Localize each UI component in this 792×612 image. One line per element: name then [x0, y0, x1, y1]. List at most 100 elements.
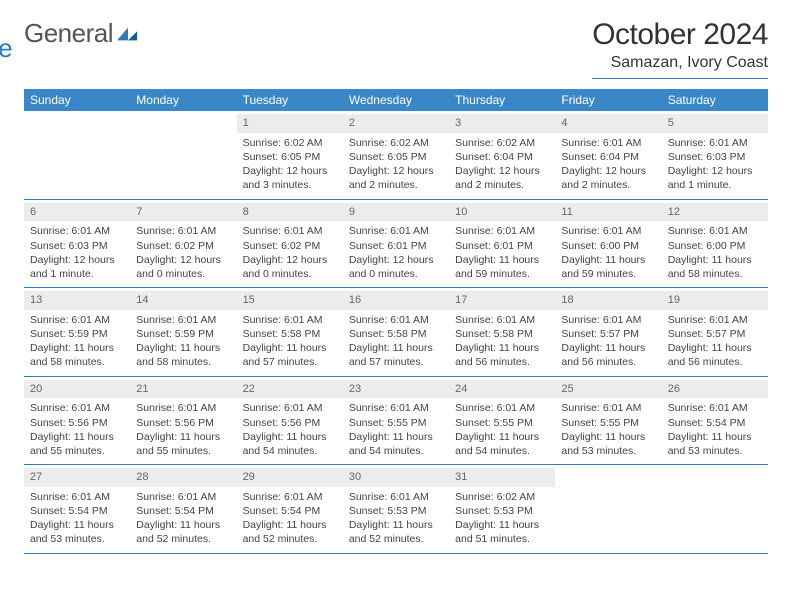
sunset-line: Sunset: 5:57 PM — [561, 327, 655, 341]
sunrise-line: Sunrise: 6:01 AM — [136, 490, 230, 504]
sunset-line: Sunset: 5:54 PM — [136, 504, 230, 518]
daylight-line: Daylight: 11 hours and 54 minutes. — [349, 430, 443, 458]
sunrise-line: Sunrise: 6:01 AM — [30, 401, 124, 415]
calendar-cell-29: 29Sunrise: 6:01 AMSunset: 5:54 PMDayligh… — [237, 465, 343, 553]
sunrise-line: Sunrise: 6:01 AM — [349, 224, 443, 238]
calendar-week: 13 Sunrise: 6:01 AM Sunset: 5:59 PM Dayligh… — [24, 288, 768, 377]
calendar-week: 6Sunrise: 6:01 AMSunset: 6:03 PMDaylight… — [24, 200, 768, 289]
sunset-line: Sunset: 5:55 PM — [455, 416, 549, 430]
sunrise-line: Sunrise: 6:01 AM — [30, 490, 124, 504]
calendar-cell-31: 31 Sunrise: 6:02 AMSunset: 5:53 PMDayligh… — [449, 465, 555, 553]
daylight-line: Daylight: 11 hours and 57 minutes. — [243, 341, 337, 369]
day-header-saturday: Saturday — [662, 89, 768, 111]
calendar-cell-14: 14Sunrise: 6:01 AMSunset: 5:59 PMDayligh… — [130, 288, 236, 376]
sunrise-line: Sunrise: 6:01 AM — [349, 490, 443, 504]
calendar-week: 20Sunrise: 6:01 AMSunset: 5:56 PMDayligh… — [24, 377, 768, 466]
page: General Blue October 2024 Samazan, Ivory… — [0, 0, 792, 572]
daylight-line: Daylight: 11 hours and 55 minutes. — [30, 430, 124, 458]
calendar-cell-empty — [662, 465, 768, 553]
day-number: 17 — [449, 291, 555, 310]
calendar: SundayMondayTuesdayWednesdayThursdayFrid… — [24, 89, 768, 554]
sunset-line: Sunset: 6:05 PM — [349, 150, 443, 164]
daylight-line: Daylight: 12 hours and 1 minute. — [30, 253, 124, 281]
sunset-line: Sunset: 5:54 PM — [243, 504, 337, 518]
calendar-cell-10: 10Sunrise: 6:01 AMSunset: 6:01 PMDayligh… — [449, 200, 555, 288]
day-number: 21 — [130, 380, 236, 399]
sunset-line: Sunset: 6:03 PM — [668, 150, 762, 164]
calendar-cell-22: 22Sunrise: 6:01 AMSunset: 5:56 PMDayligh… — [237, 377, 343, 465]
sunset-line: Sunset: 6:00 PM — [561, 239, 655, 253]
location: Samazan, Ivory Coast — [592, 54, 768, 79]
sunset-line: Sunset: 5:58 PM — [243, 327, 337, 341]
daylight-line: Daylight: 11 hours and 53 minutes. — [668, 430, 762, 458]
sunset-line: Sunset: 5:56 PM — [243, 416, 337, 430]
day-number: 27 — [24, 468, 130, 487]
day-number: 9 — [343, 203, 449, 222]
daylight-line: Daylight: 11 hours and 57 minutes. — [349, 341, 443, 369]
sunset-line: Sunset: 5:53 PM — [349, 504, 443, 518]
day-number: 28 — [130, 468, 236, 487]
calendar-cell-25: 25Sunrise: 6:01 AMSunset: 5:55 PMDayligh… — [555, 377, 661, 465]
day-number: 12 — [662, 203, 768, 222]
daylight-line: Daylight: 12 hours and 2 minutes. — [561, 164, 655, 192]
sunrise-line: Sunrise: 6:01 AM — [561, 224, 655, 238]
daylight-line: Daylight: 11 hours and 58 minutes. — [136, 341, 230, 369]
calendar-cell-26: 26Sunrise: 6:01 AMSunset: 5:54 PMDayligh… — [662, 377, 768, 465]
sunset-line: Sunset: 5:54 PM — [668, 416, 762, 430]
calendar-cell-23: 23Sunrise: 6:01 AMSunset: 5:55 PMDayligh… — [343, 377, 449, 465]
logo-text-1: General — [24, 18, 113, 49]
calendar-cell-30: 30Sunrise: 6:01 AMSunset: 5:53 PMDayligh… — [343, 465, 449, 553]
logo: General Blue — [24, 18, 139, 49]
sunset-line: Sunset: 6:01 PM — [349, 239, 443, 253]
day-number: 16 — [343, 291, 449, 310]
logo-mark-icon — [117, 25, 139, 43]
daylight-line: Daylight: 12 hours and 1 minute. — [668, 164, 762, 192]
sunset-line: Sunset: 6:05 PM — [243, 150, 337, 164]
day-number: 30 — [343, 468, 449, 487]
calendar-cell-5: 5Sunrise: 6:01 AMSunset: 6:03 PMDaylight… — [662, 111, 768, 199]
calendar-cell-3: 3Sunrise: 6:02 AMSunset: 6:04 PMDaylight… — [449, 111, 555, 199]
calendar-cell-17: 17Sunrise: 6:01 AMSunset: 5:58 PMDayligh… — [449, 288, 555, 376]
day-number: 5 — [662, 114, 768, 133]
calendar-cell-2: 2Sunrise: 6:02 AMSunset: 6:05 PMDaylight… — [343, 111, 449, 199]
day-number: 2 — [343, 114, 449, 133]
calendar-cell-8: 8Sunrise: 6:01 AMSunset: 6:02 PMDaylight… — [237, 200, 343, 288]
sunrise-line: Sunrise: 6:01 AM — [455, 313, 549, 327]
daylight-line: Daylight: 11 hours and 52 minutes. — [136, 518, 230, 546]
calendar-week: 27Sunrise: 6:01 AMSunset: 5:54 PMDayligh… — [24, 465, 768, 554]
sunset-line: Sunset: 5:57 PM — [668, 327, 762, 341]
daylight-line: Daylight: 11 hours and 54 minutes. — [243, 430, 337, 458]
sunset-line: Sunset: 5:56 PM — [30, 416, 124, 430]
calendar-week: 1Sunrise: 6:02 AMSunset: 6:05 PMDaylight… — [24, 111, 768, 200]
sunrise-line: Sunrise: 6:02 AM — [349, 136, 443, 150]
daylight-line: Daylight: 11 hours and 52 minutes. — [243, 518, 337, 546]
day-number: 31 — [449, 468, 555, 487]
sunset-line: Sunset: 5:59 PM — [30, 327, 124, 341]
calendar-cell-28: 28 Sunrise: 6:01 AMSunset: 5:54 PMDayligh… — [130, 465, 236, 553]
sunrise-line: Sunrise: 6:01 AM — [30, 224, 124, 238]
sunrise-line: Sunrise: 6:01 AM — [243, 401, 337, 415]
day-number: 13 — [24, 291, 130, 310]
sunset-line: Sunset: 5:53 PM — [455, 504, 549, 518]
day-number: 3 — [449, 114, 555, 133]
sunset-line: Sunset: 6:03 PM — [30, 239, 124, 253]
daylight-line: Daylight: 11 hours and 59 minutes. — [561, 253, 655, 281]
calendar-cell-empty — [24, 111, 130, 199]
sunset-line: Sunset: 6:02 PM — [136, 239, 230, 253]
day-number: 23 — [343, 380, 449, 399]
day-number: 19 — [662, 291, 768, 310]
logo-text-2: Blue — [0, 33, 12, 64]
month-title: October 2024 — [592, 18, 768, 52]
daylight-line: Daylight: 11 hours and 56 minutes. — [668, 341, 762, 369]
sunrise-line: Sunrise: 6:02 AM — [455, 136, 549, 150]
sunrise-line: Sunrise: 6:02 AM — [455, 490, 549, 504]
sunrise-line: Sunrise: 6:01 AM — [136, 224, 230, 238]
daylight-line: Daylight: 12 hours and 0 minutes. — [243, 253, 337, 281]
daylight-line: Daylight: 12 hours and 0 minutes. — [349, 253, 443, 281]
daylight-line: Daylight: 12 hours and 3 minutes. — [243, 164, 337, 192]
calendar-cell-7: 7Sunrise: 6:01 AMSunset: 6:02 PMDaylight… — [130, 200, 236, 288]
daylight-line: Daylight: 11 hours and 53 minutes. — [30, 518, 124, 546]
day-header-monday: Monday — [130, 89, 236, 111]
calendar-cell-12: 12Sunrise: 6:01 AMSunset: 6:00 PMDayligh… — [662, 200, 768, 288]
daylight-line: Daylight: 11 hours and 51 minutes. — [455, 518, 549, 546]
